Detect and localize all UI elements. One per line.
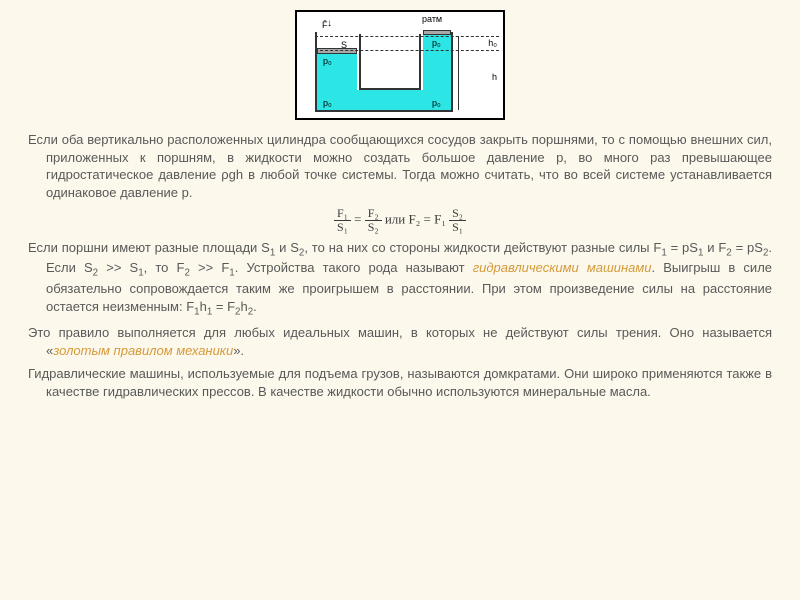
label-p0-bottom-left: p₀ (323, 98, 332, 108)
formula-row: F₁ S₁ = F₂ S₂ или F₂ = F₁ S₂ S₁ (28, 207, 772, 234)
p2-h: >> S (98, 260, 138, 275)
p2-b: и S (275, 240, 299, 255)
paragraph-2: Если поршни имеют разные площади S1 и S2… (28, 239, 772, 319)
frac3-num: S₂ (449, 207, 466, 221)
equals-1: = (354, 212, 361, 227)
frac1-den: S₁ (334, 221, 351, 234)
right-piston (423, 30, 451, 35)
frac2-den: S₂ (365, 221, 382, 234)
paragraph-3: Это правило выполняется для любых идеаль… (28, 324, 772, 359)
p2-a: Если поршни имеют разные площади S (28, 240, 270, 255)
p2-m: h (200, 299, 207, 314)
right-measure-line (458, 36, 459, 110)
label-p0-top-left: p₀ (323, 56, 332, 66)
dashed-line-top (315, 36, 499, 37)
label-F: F̄ (322, 20, 328, 30)
p2-d: = pS (667, 240, 698, 255)
p3-accent: золотым правилом механики (53, 343, 233, 358)
label-h: h (492, 72, 497, 82)
p2-p: . (253, 299, 257, 314)
p2-f: = pS (732, 240, 763, 255)
p2-n: = F (212, 299, 235, 314)
fraction-3: S₂ S₁ (449, 207, 466, 234)
left-piston (317, 48, 357, 54)
p2-accent: гидравлическими машинами (473, 260, 652, 275)
diagram-container: ↓ F̄ S pатм p₀ p₀ p₀ p₀ h₀ h (28, 10, 772, 123)
p2-c: , то на них со стороны жидкости действую… (304, 240, 661, 255)
p3-b: ». (233, 343, 244, 358)
paragraph-4: Гидравлические машины, используемые для … (28, 365, 772, 400)
p2-o: h (240, 299, 247, 314)
frac1-num: F₁ (334, 207, 351, 221)
p2-k: . Устройства такого рода называют (235, 260, 473, 275)
label-p0-bottom-right: p₀ (432, 98, 441, 108)
p2-e: и F (703, 240, 726, 255)
fraction-1: F₁ S₁ (334, 207, 351, 234)
frac2-num: F₂ (365, 207, 382, 221)
label-p-atm: pатм (422, 14, 442, 24)
label-S: S (341, 40, 347, 50)
label-p0-top-right: p₀ (432, 38, 441, 48)
fraction-2: F₂ S₂ (365, 207, 382, 234)
formula-rhs: F₂ = F₁ (409, 212, 446, 227)
label-h0: h₀ (488, 38, 497, 48)
p2-j: >> F (190, 260, 229, 275)
vessel-inner-wall (359, 34, 421, 90)
formula-or: или (385, 212, 409, 227)
p2-i: , то F (144, 260, 185, 275)
paragraph-1: Если оба вертикально расположенных цилин… (28, 131, 772, 201)
dashed-line-upper (315, 50, 499, 51)
communicating-vessels-diagram: ↓ F̄ S pатм p₀ p₀ p₀ p₀ h₀ h (295, 10, 505, 120)
frac3-den: S₁ (449, 221, 466, 234)
